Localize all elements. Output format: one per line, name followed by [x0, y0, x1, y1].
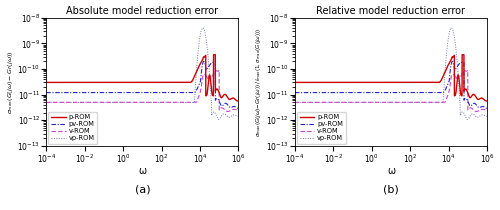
vp-ROM [460, 111, 466, 113]
vp-ROM [448, 27, 454, 29]
p-ROM [66, 81, 71, 84]
v-ROM [117, 101, 123, 104]
vp-ROM [314, 101, 320, 104]
Text: (a): (a) [134, 184, 150, 194]
pv-ROM [484, 107, 490, 110]
p-ROM [211, 54, 217, 56]
pv-ROM [117, 91, 123, 94]
p-ROM [326, 81, 332, 84]
p-ROM [459, 54, 465, 56]
p-ROM [366, 81, 372, 84]
Line: pv-ROM: pv-ROM [46, 61, 238, 109]
pv-ROM [314, 91, 320, 94]
Line: v-ROM: v-ROM [295, 70, 487, 112]
X-axis label: ω: ω [138, 166, 146, 176]
vp-ROM [374, 101, 380, 104]
vp-ROM [366, 101, 372, 104]
pv-ROM [450, 60, 456, 63]
p-ROM [235, 100, 241, 102]
pv-ROM [211, 61, 217, 64]
v-ROM [374, 101, 380, 104]
Title: Absolute model reduction error: Absolute model reduction error [66, 5, 218, 16]
vp-ROM [292, 101, 298, 104]
pv-ROM [326, 91, 332, 94]
vp-ROM [326, 101, 332, 104]
p-ROM [44, 81, 50, 84]
vp-ROM [216, 118, 222, 121]
p-ROM [117, 81, 123, 84]
Line: v-ROM: v-ROM [46, 70, 238, 112]
p-ROM [484, 100, 490, 102]
vp-ROM [236, 115, 242, 118]
pv-ROM [44, 91, 50, 94]
pv-ROM [232, 105, 237, 108]
p-ROM [236, 100, 242, 102]
Title: Relative model reduction error: Relative model reduction error [316, 5, 466, 16]
v-ROM [76, 101, 82, 104]
Line: vp-ROM: vp-ROM [46, 28, 238, 119]
vp-ROM [464, 118, 470, 121]
pv-ROM [66, 91, 71, 94]
p-ROM [210, 54, 216, 56]
p-ROM [232, 98, 237, 100]
p-ROM [374, 81, 380, 84]
p-ROM [314, 81, 320, 84]
p-ROM [480, 98, 486, 100]
pv-ROM [201, 60, 207, 63]
pv-ROM [292, 91, 298, 94]
v-ROM [292, 101, 298, 104]
vp-ROM [66, 101, 71, 104]
Line: p-ROM: p-ROM [295, 55, 487, 101]
Legend: p-ROM, pv-ROM, v-ROM, vp-ROM: p-ROM, pv-ROM, v-ROM, vp-ROM [48, 112, 97, 144]
p-ROM [292, 81, 298, 84]
Line: pv-ROM: pv-ROM [295, 61, 487, 109]
Line: vp-ROM: vp-ROM [295, 28, 487, 119]
vp-ROM [76, 101, 82, 104]
X-axis label: ω: ω [387, 166, 395, 176]
pv-ROM [374, 91, 380, 94]
v-ROM [211, 71, 217, 74]
pv-ROM [126, 91, 132, 94]
v-ROM [474, 110, 480, 113]
v-ROM [232, 108, 237, 111]
v-ROM [225, 110, 231, 113]
vp-ROM [211, 111, 217, 113]
vp-ROM [232, 114, 237, 116]
v-ROM [460, 71, 466, 74]
pv-ROM [480, 105, 486, 108]
v-ROM [366, 101, 372, 104]
v-ROM [314, 101, 320, 104]
v-ROM [216, 69, 222, 71]
p-ROM [76, 81, 82, 84]
pv-ROM [366, 91, 372, 94]
pv-ROM [76, 91, 82, 94]
vp-ROM [480, 114, 486, 116]
Y-axis label: $\sigma_{\max}(G(j\omega)-Gr(j\omega))$: $\sigma_{\max}(G(j\omega)-Gr(j\omega))$ [6, 50, 15, 114]
v-ROM [44, 101, 50, 104]
Legend: p-ROM, pv-ROM, v-ROM, vp-ROM: p-ROM, pv-ROM, v-ROM, vp-ROM [297, 112, 346, 144]
v-ROM [126, 101, 132, 104]
Line: p-ROM: p-ROM [46, 55, 238, 101]
v-ROM [66, 101, 71, 104]
vp-ROM [117, 101, 123, 104]
vp-ROM [126, 101, 132, 104]
vp-ROM [484, 115, 490, 118]
v-ROM [326, 101, 332, 104]
vp-ROM [200, 27, 206, 29]
v-ROM [484, 109, 490, 112]
p-ROM [126, 81, 132, 84]
v-ROM [480, 108, 486, 111]
Text: (b): (b) [383, 184, 399, 194]
v-ROM [465, 69, 471, 71]
vp-ROM [44, 101, 50, 104]
p-ROM [484, 100, 490, 102]
p-ROM [460, 54, 466, 56]
v-ROM [236, 109, 242, 112]
pv-ROM [460, 61, 466, 64]
pv-ROM [236, 107, 242, 110]
Y-axis label: $\sigma_{\max}(G(j\omega){-}Gr(j\omega))\,/\,l_{\max}(1,\sigma_{\max}(G(j\omega): $\sigma_{\max}(G(j\omega){-}Gr(j\omega))… [254, 27, 263, 136]
